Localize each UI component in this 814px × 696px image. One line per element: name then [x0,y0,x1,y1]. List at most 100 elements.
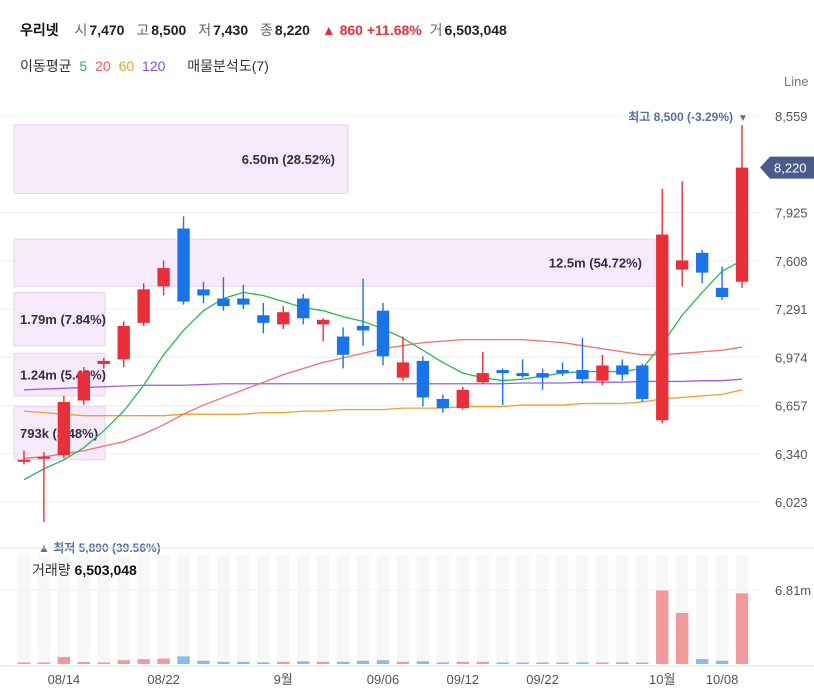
volume-bar [277,661,290,664]
candle-body [576,370,589,380]
ma5-line [23,259,743,481]
ma60-legend[interactable]: 60 [118,58,135,74]
open-label: 시 [74,22,88,38]
y-tick-label: 6,974 [775,350,808,365]
volume-bar [57,656,71,664]
ma-legend: 이동평균 5 20 60 120 매물분석도(7) [20,56,273,76]
volume-bar [556,662,569,664]
candle-body [616,365,629,375]
volume-panel-label: 거래량 6,503,048 [32,560,137,580]
current-price-tag [760,156,814,179]
candle-body [735,167,749,282]
y-tick-label: 7,925 [775,206,808,221]
candle-body [277,312,290,325]
candle-body [297,298,310,319]
volume-bg-bar [57,555,71,664]
volume-bar [456,661,469,664]
volume-bar [97,662,110,664]
x-tick-label: 9월 [274,672,293,687]
candle-body [556,370,569,374]
volume-bg-bar [516,555,529,664]
volume-bar [237,661,250,664]
sales-distribution-toggle[interactable]: 매물분석도(7) [187,58,269,74]
volume-bar [297,661,310,664]
ma120-line [23,378,743,391]
ma5-legend[interactable]: 5 [79,58,88,74]
volume-bar [336,661,350,664]
candle-body [37,456,51,459]
candle-body [416,360,430,398]
candle-body [77,371,90,401]
candle-body [57,401,71,456]
volume-bar [356,660,370,664]
candle-body [676,260,689,270]
low-label: 저 [198,22,212,38]
volume-bg-bar [695,555,709,664]
volume-bg-bar [316,555,330,664]
volume-bar [257,662,270,664]
low-value: 7,430 [213,22,249,38]
volume-bg-bar [715,555,729,664]
volume-bg-bar [157,555,170,664]
volume-bg-bar [556,555,569,664]
volume-bar [516,662,529,664]
volume-bg-bar [536,555,549,664]
ma-legend-title[interactable]: 이동평균 [20,58,72,74]
x-tick-label: 08/14 [48,672,81,687]
candle-body [17,459,31,462]
volume-bar [77,662,90,664]
volume-bg-bar [277,555,290,664]
x-tick-label: 09/06 [367,672,400,687]
candle-body [217,298,230,307]
high-label: 고 [136,22,150,38]
y-tick-label: 7,608 [775,254,808,269]
ma120-legend[interactable]: 120 [142,58,166,74]
volume-bg-bar [416,555,430,664]
line-chart-button[interactable]: Line [784,74,809,89]
candle-body [636,365,649,399]
candle-body [197,289,210,296]
volume-bar [576,662,589,664]
candle-body [97,360,110,364]
candle-body [396,362,410,378]
volume-bar [376,660,390,664]
volume-bar [436,662,450,664]
candle-body [536,373,549,378]
volume-bar [735,593,749,664]
volume-bg-bar [596,555,609,664]
stock-header: 우리넷 시 7,470 고 8,500 저 7,430 종 8,220 ▲ 860 +1… [20,20,515,44]
volume-profile-label: 1.79m (7.84%) [20,312,106,327]
candle-body [177,228,190,302]
close-label: 종 [260,22,273,38]
volume-axis-tick: 6.81m [775,583,811,598]
volume-bg-bar [576,555,589,664]
candle-body [715,287,729,297]
volume-bar [496,662,509,664]
volume-profile-label: 1.24m (5.45%) [20,368,106,383]
volume-bar [596,662,609,664]
candle-body [316,319,330,325]
ma60-line [23,389,743,417]
volume-bg-bar [137,555,150,664]
volume-bar [217,661,230,664]
candle-body [496,370,509,374]
candle-body [237,298,250,305]
open-value: 7,470 [89,22,125,38]
x-tick-label: 10월 [649,672,675,687]
volume-bg-bar [436,555,450,664]
volume-bar [37,662,51,664]
volume-bar [17,662,31,664]
y-tick-label: 6,657 [775,399,808,414]
volume-bg-bar [396,555,410,664]
volume-bg-bar [476,555,489,664]
y-tick-label: 6,023 [775,495,808,510]
ma20-legend[interactable]: 20 [95,58,111,74]
candle-body [516,373,529,377]
volume-bar [316,661,330,664]
high-annotation: 최고 8,500 (-3.29%) [628,109,733,124]
change-value: ▲ 860 +11.68% [321,22,422,38]
volume-bar [177,656,190,664]
candle-body [117,325,130,360]
volume-profile-band [13,291,106,347]
